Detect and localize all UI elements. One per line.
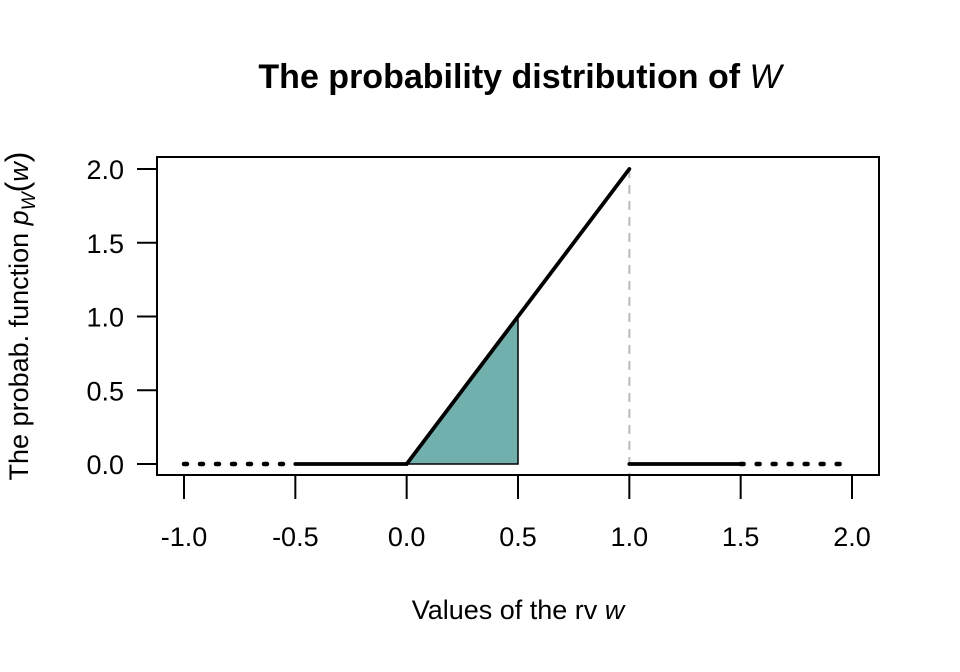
x-tick-label: -0.5 xyxy=(272,522,319,552)
y-axis-label: The probab. function pW(w) xyxy=(0,152,40,481)
chart-title-variable: W xyxy=(749,58,784,96)
y-axis-label-argument: w xyxy=(4,161,34,182)
y-tick-label: 0.0 xyxy=(86,450,124,480)
plot-area xyxy=(181,167,855,475)
x-axis-label-variable: w xyxy=(605,595,626,625)
x-tick-label: 1.5 xyxy=(722,522,760,552)
y-tick-label: 1.0 xyxy=(86,303,124,333)
y-tick-label: 2.0 xyxy=(86,155,124,185)
y-axis-label-function: p xyxy=(4,210,34,226)
x-axis-label-text: Values of the rv xyxy=(412,595,605,625)
y-tick-label: 1.5 xyxy=(86,229,124,259)
y-axis-label-open-paren: ( xyxy=(0,181,35,192)
series-density-2w xyxy=(404,167,632,466)
axes: -1.0 -0.5 0.0 0.5 1.0 1.5 2.0 0.0 0.5 1.0 1.5 2.0 xyxy=(86,155,880,552)
y-axis-label-subscript: W xyxy=(19,190,40,210)
x-tick-label: -1.0 xyxy=(161,522,208,552)
y-tick-label: 0.5 xyxy=(86,376,124,406)
x-tick-label: 2.0 xyxy=(833,522,871,552)
x-tick-label: 0.0 xyxy=(388,522,426,552)
y-axis-label-text: The probab. function xyxy=(4,225,34,480)
chart-title: The probability distribution of W xyxy=(258,58,784,96)
x-axis-label: Values of the rv w xyxy=(412,595,626,625)
x-tick-label: 1.0 xyxy=(611,522,649,552)
x-tick-label: 0.5 xyxy=(499,522,537,552)
y-axis-label-close-paren: ) xyxy=(0,152,35,163)
chart-title-text: The probability distribution of xyxy=(258,58,749,96)
